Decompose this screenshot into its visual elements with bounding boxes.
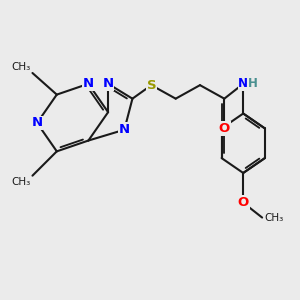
Text: N: N (238, 77, 248, 90)
Text: N: N (32, 116, 43, 130)
Text: N: N (83, 77, 94, 90)
Text: O: O (238, 196, 249, 209)
Text: N: N (103, 77, 114, 90)
Text: H: H (248, 77, 258, 90)
Text: CH₃: CH₃ (265, 213, 284, 223)
Text: N: N (119, 123, 130, 136)
Text: S: S (146, 79, 156, 92)
Text: O: O (219, 122, 230, 135)
Text: CH₃: CH₃ (12, 177, 31, 187)
Text: H: H (238, 77, 248, 90)
Text: CH₃: CH₃ (12, 61, 31, 72)
